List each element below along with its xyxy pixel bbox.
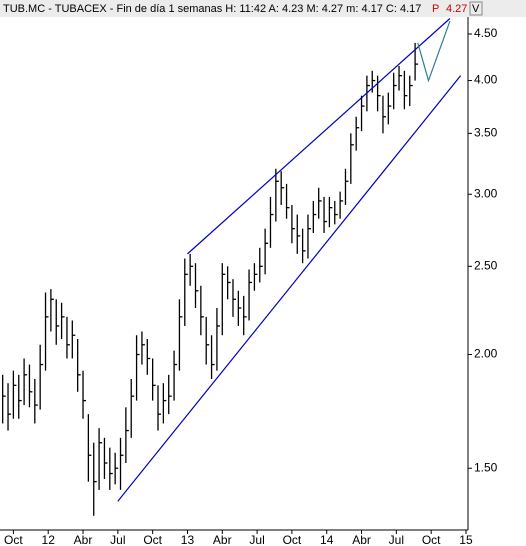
x-tick-label: Oct	[422, 533, 441, 546]
trend-line	[187, 18, 451, 255]
x-tick-label: 12	[42, 533, 56, 546]
header-bar	[0, 0, 526, 17]
x-tick-label: Abr	[213, 533, 232, 546]
mode[interactable]: V	[472, 3, 480, 15]
x-tick-label: 15	[459, 533, 473, 546]
y-tick-label: 1.50	[474, 460, 498, 474]
price-flag: P	[432, 3, 439, 15]
x-tick-label: Oct	[143, 533, 162, 546]
x-tick-label: Jul	[389, 533, 404, 546]
x-tick-label: Oct	[4, 533, 23, 546]
x-tick-label: Abr	[352, 533, 371, 546]
x-tick-label: Abr	[74, 533, 93, 546]
y-tick-label: 3.00	[474, 186, 498, 200]
price: 4.27	[446, 3, 467, 15]
y-tick-label: 4.50	[474, 26, 498, 40]
x-tick-label: 13	[181, 533, 195, 546]
y-tick-label: 2.50	[474, 259, 498, 273]
trend-line	[117, 75, 462, 502]
y-tick-label: 3.50	[474, 126, 498, 140]
x-tick-label: Jul	[249, 533, 264, 546]
y-tick-label: 2.00	[474, 347, 498, 361]
x-tick-label: Oct	[283, 533, 302, 546]
x-tick-label: Jul	[110, 533, 125, 546]
mode-box[interactable]	[469, 1, 483, 16]
trend-line	[417, 20, 451, 83]
x-tick-label: 14	[320, 533, 334, 546]
header-title: TUB.MC - TUBACEX - Fin de día 1 semanas …	[3, 3, 421, 15]
y-tick-label: 4.00	[474, 73, 498, 87]
